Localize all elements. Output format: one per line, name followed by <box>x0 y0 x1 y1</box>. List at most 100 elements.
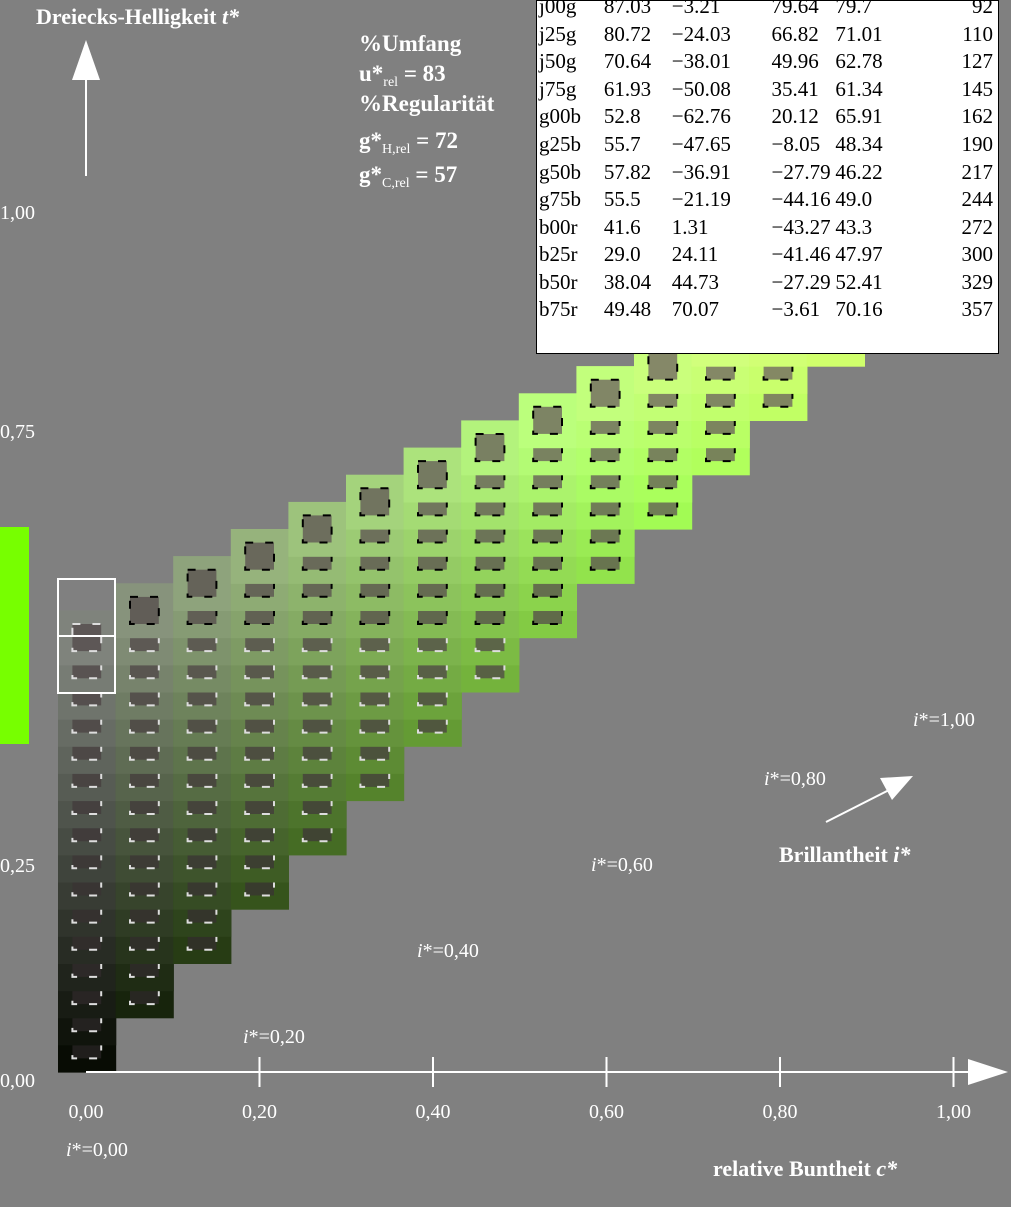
table-cell: 190 <box>961 132 994 156</box>
table-cell: 357 <box>961 297 994 322</box>
u-rel-label: u*rel = 83 <box>359 61 446 90</box>
table-cell: j00g <box>539 0 577 19</box>
y-tick-1-00: 1,00 <box>0 202 35 224</box>
table-cell: b75r <box>539 297 578 322</box>
table-cell: −41.46 <box>771 242 831 267</box>
table-row: g25b 55.7 −47.65 −8.05 48.34 190 <box>537 131 998 159</box>
left-title: Dreiecks-Helligkeit t* <box>36 4 240 29</box>
table-cell: 52.8 <box>603 104 641 129</box>
table-row: b75r 49.48 70.07 −3.61 70.16 357 <box>537 296 998 324</box>
table-cell: 49.96 <box>771 49 819 74</box>
table-cell: −43.27 <box>771 214 831 239</box>
table-cell: −44.16 <box>771 187 831 212</box>
table-cell: j75g <box>539 76 577 101</box>
table-row: g75b 55.5 −21.19 −44.16 49.0 244 <box>537 186 998 214</box>
table-cell: −21.19 <box>671 187 731 212</box>
table-cell: 62.78 <box>835 49 883 74</box>
x-tick-label: 0,80 <box>763 1101 798 1123</box>
table-cell: 92 <box>972 0 993 19</box>
i-label-0-40: i*=0,40 <box>417 940 479 962</box>
table-cell: 110 <box>962 21 993 46</box>
table-cell: −3.61 <box>771 297 821 322</box>
table-cell: 70.16 <box>835 297 883 322</box>
table-cell: −50.08 <box>671 76 731 101</box>
i-label-0-80: i*=0,80 <box>764 768 826 790</box>
color-cell-inner-patch <box>532 405 564 435</box>
table-cell: 145 <box>961 76 994 101</box>
table-cell: 52.41 <box>835 269 883 294</box>
table-cell: −24.03 <box>671 21 731 46</box>
x-axis <box>86 1057 1008 1087</box>
table-cell: 300 <box>961 242 994 267</box>
table-cell: −3.21 <box>671 0 721 19</box>
table-cell: 61.93 <box>603 76 652 101</box>
table-cell: 162 <box>961 104 994 129</box>
table-cell: g75b <box>539 187 581 212</box>
table-cell: 329 <box>961 269 994 294</box>
x-tick-label: 0,00 <box>69 1101 104 1123</box>
table-cell: 46.22 <box>835 159 883 184</box>
table-cell: 70.07 <box>671 297 719 322</box>
table-cell: 35.41 <box>771 76 819 101</box>
brilliance-arrow <box>825 776 913 823</box>
table-cell: 20.12 <box>771 104 819 129</box>
table-cell: 43.3 <box>835 214 873 239</box>
gH-rel-label: g*H,rel = 72 <box>359 128 458 157</box>
table-cell: 44.73 <box>671 269 719 294</box>
table-cell: 217 <box>961 159 994 184</box>
table-cell: g25b <box>539 132 581 156</box>
table-cell: 127 <box>961 49 994 74</box>
table-cell: 55.7 <box>603 132 641 156</box>
table-cell: 47.97 <box>835 242 883 267</box>
i-label-0-60: i*=0,60 <box>591 854 653 876</box>
table-cell: 1.31 <box>671 214 709 239</box>
table-row: j75g 61.93 −50.08 35.41 61.34 145 <box>537 76 998 104</box>
table-cell: −8.05 <box>771 132 821 156</box>
highlight-cell-2 <box>57 635 116 694</box>
table-cell: b00r <box>539 214 578 239</box>
table-cell: −27.29 <box>771 269 831 294</box>
table-cell: 48.34 <box>835 132 883 156</box>
table-cell: 71.01 <box>835 21 883 46</box>
table-row: j00g 87.03 −3.21 79.64 79.7 92 <box>537 0 998 21</box>
x-tick-label: 0,20 <box>242 1101 277 1123</box>
table-row: j25g 80.72 −24.03 66.82 71.01 110 <box>537 21 998 49</box>
table-cell: b50r <box>539 269 578 294</box>
x-tick-label: 0,40 <box>416 1101 451 1123</box>
table-cell: 49.0 <box>835 187 873 212</box>
color-cell-inner-patch <box>647 351 679 381</box>
target-color-swatch <box>0 527 29 744</box>
umfang-label: %Umfang <box>359 31 462 56</box>
table-row: g50b 57.82 −36.91 −27.79 46.22 217 <box>537 158 998 186</box>
table-cell: 244 <box>961 187 994 212</box>
table-cell: 87.03 <box>603 0 652 19</box>
table-cell: 79.64 <box>771 0 819 19</box>
color-cell-inner-patch <box>589 378 621 408</box>
table-cell: 272 <box>961 214 994 239</box>
table-cell: 70.64 <box>603 49 652 74</box>
gC-rel-label: g*C,rel = 57 <box>359 162 457 191</box>
table-cell: g50b <box>539 159 581 184</box>
y-axis-arrow <box>72 40 100 176</box>
y-tick-0-00: 0,00 <box>0 1070 35 1092</box>
color-cell-inner-patch <box>244 541 275 571</box>
y-tick-0-25: 0,25 <box>0 855 35 877</box>
color-cell-inner-patch <box>301 514 333 544</box>
color-cell-inner-patch <box>129 595 160 626</box>
x-tick-label: 1,00 <box>936 1101 971 1123</box>
table-cell: −27.79 <box>771 159 831 184</box>
table-row: b50r 38.04 44.73 −27.29 52.41 329 <box>537 268 998 296</box>
i-label-1-00: i*=1,00 <box>913 709 975 731</box>
table-cell: 41.6 <box>603 214 641 239</box>
x-axis-title: relative Buntheit c* <box>713 1156 898 1181</box>
color-cell-grid <box>58 203 981 1073</box>
table-cell: b25r <box>539 242 578 267</box>
table-cell: 57.82 <box>603 159 652 184</box>
table-cell: 55.5 <box>603 187 641 212</box>
table-cell: j25g <box>539 21 577 46</box>
table-cell: −47.65 <box>671 132 731 156</box>
table-cell: 38.04 <box>603 269 652 294</box>
regularity-label: %Regularität <box>359 91 495 116</box>
i-label-0-00: i*=0,00 <box>66 1139 128 1161</box>
